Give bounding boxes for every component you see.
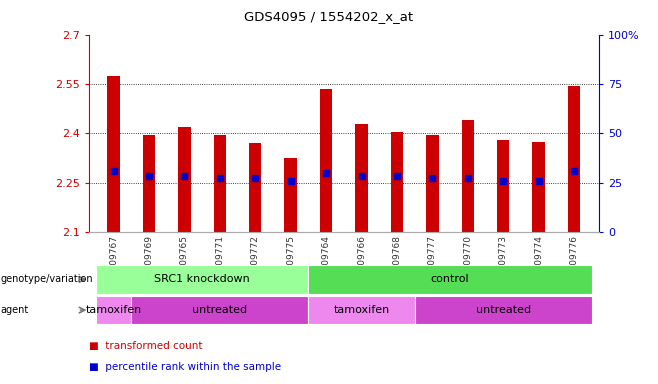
Bar (214, 135, 226, 232)
Text: SRC1 knockdown: SRC1 knockdown (154, 274, 250, 285)
Bar (415, 296, 592, 324)
Bar (178, 127, 191, 232)
Bar (568, 86, 580, 232)
Text: tamoxifen: tamoxifen (334, 305, 390, 315)
Bar (132, 296, 309, 324)
Bar (107, 76, 120, 232)
Bar (355, 124, 368, 232)
Text: GDS4095 / 1554202_x_at: GDS4095 / 1554202_x_at (244, 10, 414, 23)
Bar (249, 143, 261, 232)
Bar (284, 158, 297, 232)
Bar (96, 296, 132, 324)
Text: ■  transformed count: ■ transformed count (89, 341, 202, 351)
Bar (426, 135, 438, 232)
Bar (143, 135, 155, 232)
Text: tamoxifen: tamoxifen (86, 305, 141, 315)
Bar (532, 142, 545, 232)
Bar (497, 140, 509, 232)
Text: genotype/variation: genotype/variation (1, 274, 93, 285)
Text: untreated: untreated (476, 305, 531, 315)
Bar (309, 265, 592, 294)
Bar (391, 132, 403, 232)
Text: untreated: untreated (192, 305, 247, 315)
Bar (320, 89, 332, 232)
Bar (461, 120, 474, 232)
Bar (96, 265, 309, 294)
Text: ■  percentile rank within the sample: ■ percentile rank within the sample (89, 362, 281, 372)
Text: control: control (431, 274, 469, 285)
Bar (309, 296, 415, 324)
Text: agent: agent (1, 305, 29, 315)
